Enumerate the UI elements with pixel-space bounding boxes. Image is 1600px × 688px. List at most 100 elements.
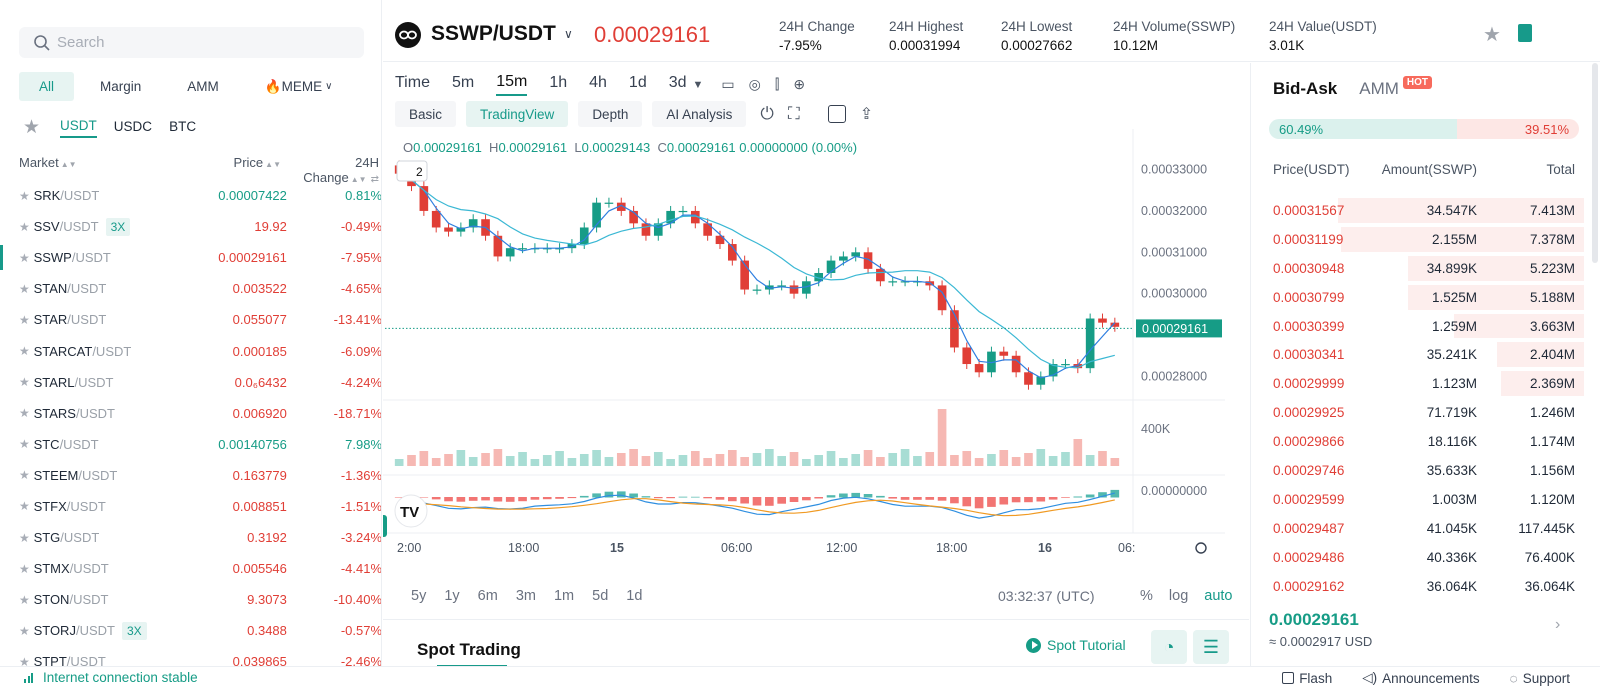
scrollbar[interactable]	[1592, 63, 1598, 263]
market-row[interactable]: ★ STARS/USDT 0.006920 -18.71%	[0, 398, 381, 429]
market-row[interactable]: ★ SRK/USDT 0.00007422 0.81%	[0, 180, 381, 211]
ask-row[interactable]: 0.00029925 71.719K 1.246M	[1251, 398, 1584, 427]
spot-tutorial-link[interactable]: Spot Tutorial	[1026, 637, 1126, 653]
tab-amm-book[interactable]: AMM	[1359, 79, 1399, 98]
filter-button[interactable]: ☰	[1193, 630, 1229, 664]
view-ai-analysis[interactable]: AI Analysis	[652, 101, 747, 127]
range-5d[interactable]: 5d	[592, 588, 609, 604]
market-row[interactable]: ★ STEEM/USDT 0.163779 -1.36%	[0, 460, 381, 491]
search-input[interactable]	[57, 34, 347, 51]
star-icon[interactable]: ★	[19, 250, 30, 265]
star-icon[interactable]: ★	[19, 375, 30, 390]
market-row[interactable]: ★ STFX/USDT 0.008851 -1.51%	[0, 491, 381, 522]
market-row[interactable]: ★ SSWP/USDT 0.00029161 -7.95%	[0, 242, 381, 273]
ask-row[interactable]: 0.00029599 1.003M 1.120M	[1251, 485, 1584, 514]
ask-row[interactable]: 0.00030799 1.525M 5.188M	[1251, 283, 1584, 312]
ask-row[interactable]: 0.00031567 34.547K 7.413M	[1251, 196, 1584, 225]
ask-row[interactable]: 0.00030948 34.899K 5.223M	[1251, 254, 1584, 283]
tab-amm[interactable]: AMM	[187, 79, 219, 94]
range-1y[interactable]: 1y	[444, 588, 460, 604]
tf-1h[interactable]: 1h	[549, 74, 568, 91]
favorite-star-icon[interactable]: ★	[1483, 24, 1501, 46]
tf-5m[interactable]: 5m	[451, 74, 475, 91]
star-icon[interactable]: ★	[19, 437, 30, 452]
tab-all[interactable]: All	[19, 72, 75, 101]
flash-link[interactable]: Flash	[1282, 670, 1332, 686]
axis-percent[interactable]: %	[1140, 588, 1153, 604]
header-market[interactable]: Market ▲▼	[19, 155, 179, 185]
indicator-icon[interactable]: ▭	[721, 76, 735, 92]
axis-auto[interactable]: auto	[1204, 588, 1233, 604]
ask-row[interactable]: 0.00029487 41.045K 117.445K	[1251, 514, 1584, 543]
announcements-link[interactable]: ◁) Announcements	[1362, 670, 1479, 686]
tf-15m[interactable]: 15m	[496, 73, 528, 96]
tab-bid-ask[interactable]: Bid-Ask	[1273, 79, 1338, 98]
tab-meme[interactable]: 🔥MEME ∨	[245, 72, 353, 101]
tf-3d[interactable]: 3d	[668, 74, 687, 91]
star-icon[interactable]: ★	[19, 654, 30, 666]
ask-row[interactable]: 0.00029866 18.116K 1.174M	[1251, 427, 1584, 456]
view-tradingview[interactable]: TradingView	[466, 101, 569, 127]
star-icon[interactable]: ★	[19, 468, 30, 483]
reset-icon[interactable]: ⏻	[760, 104, 774, 123]
range-1d[interactable]: 1d	[626, 588, 643, 604]
settings-icon[interactable]: ◎	[748, 76, 761, 92]
range-5y[interactable]: 5y	[411, 588, 427, 604]
tab-usdc[interactable]: USDC	[113, 118, 153, 134]
view-basic[interactable]: Basic	[395, 101, 457, 127]
star-icon[interactable]: ★	[19, 219, 30, 234]
tf-time[interactable]: Time	[395, 74, 430, 91]
star-icon[interactable]: ★	[19, 188, 30, 203]
ask-row[interactable]: 0.00029162 36.064K 36.064K	[1251, 572, 1584, 601]
star-icon[interactable]: ★	[19, 281, 30, 296]
market-row[interactable]: ★ STORJ/USDT 3X 0.3488 -0.57%	[0, 615, 381, 646]
market-row[interactable]: ★ STG/USDT 0.3192 -3.24%	[0, 522, 381, 553]
ask-row[interactable]: 0.00031199 2.155M 7.378M	[1251, 225, 1584, 254]
ask-row[interactable]: 0.00030341 35.241K 2.404M	[1251, 340, 1584, 369]
market-row[interactable]: ★ STAN/USDT 0.003522 -4.65%	[0, 273, 381, 304]
market-search[interactable]	[19, 27, 364, 58]
ask-row[interactable]: 0.00030399 1.259M 3.663M	[1251, 312, 1584, 341]
share-icon[interactable]: ⇪	[859, 106, 874, 123]
support-link[interactable]: ◌ Support	[1510, 670, 1570, 686]
tab-usdt[interactable]: USDT	[60, 118, 97, 138]
market-row[interactable]: ★ SSV/USDT 3X 19.92 -0.49%	[0, 211, 381, 242]
view-depth[interactable]: Depth	[578, 101, 643, 127]
tab-margin[interactable]: Margin	[100, 79, 142, 94]
star-icon[interactable]: ★	[19, 499, 30, 514]
star-icon[interactable]: ★	[19, 592, 30, 607]
price-chart[interactable]: 0.00033000 0.00032000 0.00031000 0.00030000…	[383, 63, 1249, 619]
chevron-right-icon[interactable]: ›	[1555, 616, 1561, 633]
pie-chart-button[interactable]: ◔	[1151, 630, 1187, 664]
market-row[interactable]: ★ STMX/USDT 0.005546 -4.41%	[0, 553, 381, 584]
caret-down-icon[interactable]: ▼	[692, 78, 704, 91]
market-row[interactable]: ★ STARL/USDT 0.0₆6432 -4.24%	[0, 367, 381, 398]
market-row[interactable]: ★ STAR/USDT 0.055077 -13.41%	[0, 304, 381, 335]
range-1m[interactable]: 1m	[553, 588, 575, 604]
star-icon[interactable]: ★	[19, 406, 30, 421]
favorites-star-icon[interactable]: ★	[23, 117, 41, 138]
axis-log[interactable]: log	[1168, 588, 1189, 604]
market-row[interactable]: ★ STPT/USDT 0.039865 -2.46%	[0, 646, 381, 666]
layout-icon[interactable]	[827, 105, 846, 123]
add-icon[interactable]: ⊕	[793, 76, 806, 92]
market-row[interactable]: ★ STC/USDT 0.00140756 7.98%	[0, 429, 381, 460]
star-icon[interactable]: ★	[19, 623, 30, 638]
chevron-down-icon[interactable]: ∨	[564, 27, 573, 41]
fullscreen-icon[interactable]: ⛶	[787, 104, 800, 123]
range-3m[interactable]: 3m	[515, 588, 536, 604]
market-row[interactable]: ★ STON/USDT 9.3073 -10.40%	[0, 584, 381, 615]
ask-row[interactable]: 0.00029486 40.336K 76.400K	[1251, 543, 1584, 572]
tf-1d[interactable]: 1d	[628, 74, 647, 91]
swap-columns-icon[interactable]: ⇄	[370, 174, 379, 185]
header-price[interactable]: Price ▲▼	[179, 155, 281, 185]
book-icon[interactable]	[1518, 24, 1532, 42]
ask-row[interactable]: 0.00029746 35.633K 1.156M	[1251, 456, 1584, 485]
pair-symbol[interactable]: SSWP/USDT	[431, 22, 556, 45]
range-6m[interactable]: 6m	[477, 588, 498, 604]
tab-btc[interactable]: BTC	[169, 118, 197, 134]
star-icon[interactable]: ★	[19, 530, 30, 545]
ask-row[interactable]: 0.00029999 1.123M 2.369M	[1251, 369, 1584, 398]
star-icon[interactable]: ★	[19, 561, 30, 576]
star-icon[interactable]: ★	[19, 344, 30, 359]
